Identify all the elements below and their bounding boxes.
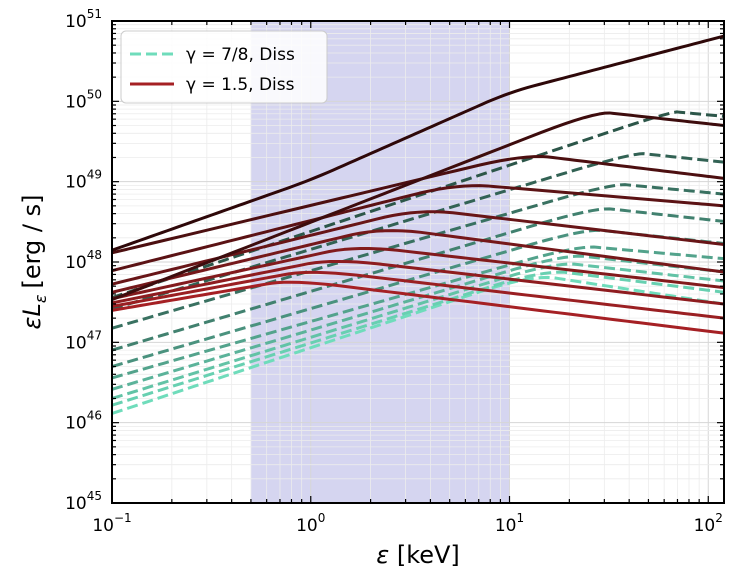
- x-tick-label: 10−1: [92, 511, 131, 536]
- y-tick-label: 1045: [65, 489, 102, 514]
- series-line-gamma-7-8: [112, 270, 724, 407]
- series-line-gamma-7-8: [112, 152, 724, 311]
- series-line-gamma-1-5: [112, 111, 724, 302]
- legend: γ = 7/8, Diss γ = 1.5, Diss: [120, 30, 328, 104]
- y-tick-label: 1049: [65, 168, 102, 193]
- series-line-gamma-1-5: [112, 270, 724, 320]
- x-axis-label: ε [keV]: [376, 541, 460, 569]
- series-line-gamma-7-8: [112, 207, 724, 352]
- series-line-gamma-1-5: [112, 259, 724, 306]
- x-tick-label: 101: [495, 511, 524, 536]
- y-tick-label: 1050: [65, 87, 102, 112]
- series-line-gamma-1-5: [112, 247, 724, 301]
- series-line-gamma-7-8: [112, 183, 724, 330]
- series-line-gamma-1-5: [112, 34, 724, 252]
- legend-label: γ = 7/8, Diss: [186, 45, 295, 65]
- plot-frame: [111, 20, 725, 504]
- y-tick-label: 1047: [65, 328, 102, 353]
- series-line-gamma-1-5: [112, 280, 724, 335]
- x-tick-label: 102: [694, 511, 723, 536]
- series-line-gamma-7-8: [112, 110, 724, 300]
- y-tick-label: 1051: [65, 7, 102, 32]
- series-layer: [112, 34, 724, 415]
- series-line-gamma-1-5: [112, 184, 724, 273]
- x-tick-label: 100: [296, 511, 325, 536]
- legend-label: γ = 1.5, Diss: [186, 75, 295, 95]
- series-line-gamma-1-5: [112, 155, 724, 255]
- y-tick-label: 1046: [65, 409, 102, 434]
- y-tick-label: 1048: [65, 248, 102, 273]
- series-line-gamma-1-5: [112, 229, 724, 294]
- y-axis-label: εLε[erg / s]: [18, 194, 50, 329]
